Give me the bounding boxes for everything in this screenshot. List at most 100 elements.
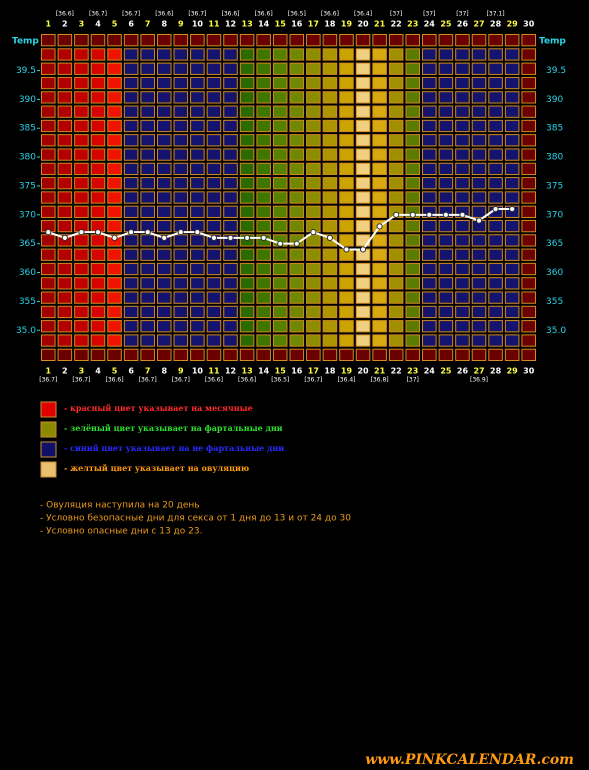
grid-cell (74, 177, 89, 190)
grid-cell (289, 62, 305, 75)
grid-cell (355, 34, 371, 47)
grid-cell (438, 148, 454, 161)
grid-cell (74, 277, 89, 290)
grid-cell (488, 119, 503, 133)
grid-cell (488, 105, 503, 118)
grid-cell (488, 234, 503, 247)
day-label-bottom: 6 (128, 367, 134, 376)
grid-cell (156, 262, 172, 276)
grid-cell (388, 48, 404, 61)
grid-cell (355, 76, 371, 90)
grid-cell (438, 191, 454, 204)
day-label-bottom: 25 (440, 367, 452, 376)
grid-cell (140, 177, 155, 190)
grid-cell (107, 76, 122, 90)
grid-cell (339, 305, 354, 319)
grid-cell (140, 320, 155, 333)
grid-cell (239, 291, 255, 304)
grid-cell (272, 105, 288, 118)
day-label-top: 4 (95, 20, 101, 29)
grid-cell (107, 334, 122, 347)
grid-cell (521, 291, 537, 304)
grid-cell (90, 234, 106, 247)
value-label: [36.7] (172, 377, 190, 384)
value-label: [36.5] (288, 11, 306, 18)
grid-cell (388, 134, 404, 147)
grid-cell (272, 348, 288, 361)
grid-cell (107, 162, 122, 176)
grid-cell (521, 119, 537, 133)
grid-cell (521, 205, 537, 218)
day-label-top: 1 (45, 20, 51, 29)
grid-cell (405, 105, 421, 118)
grid-cell (41, 191, 56, 204)
grid-cell (289, 320, 305, 333)
grid-cell (190, 277, 205, 290)
grid-cell (57, 76, 73, 90)
day-label-bottom: 5 (112, 367, 118, 376)
grid-cell (107, 262, 122, 276)
grid-cell (223, 76, 238, 90)
grid-cell (405, 234, 421, 247)
day-label-top: 24 (424, 20, 436, 29)
grid-cell (173, 48, 189, 61)
grid-cell (239, 262, 255, 276)
grid-cell (339, 234, 354, 247)
temperature-point (376, 223, 383, 230)
grid-cell (521, 305, 537, 319)
grid-cell (322, 248, 338, 261)
grid-cell (521, 76, 537, 90)
grid-cell (206, 277, 222, 290)
temperature-point (492, 205, 499, 213)
grid-cell (372, 34, 387, 47)
grid-cell (206, 320, 222, 333)
grid-cell (140, 134, 155, 147)
grid-cell (206, 305, 222, 319)
grid-cell (471, 262, 487, 276)
value-label: [37] (407, 377, 419, 384)
day-label-bottom: 24 (424, 367, 436, 376)
value-label: [36.6] (221, 11, 239, 18)
day-label-top: 10 (192, 20, 204, 29)
grid-cell (438, 262, 454, 276)
legend-swatch (40, 461, 57, 478)
grid-cell (355, 291, 371, 304)
grid-cell (156, 91, 172, 104)
grid-cell (107, 91, 122, 104)
grid-cell (107, 348, 122, 361)
grid-cell (206, 205, 222, 218)
grid-cell (306, 162, 321, 176)
temperature-point (194, 229, 201, 236)
grid-cell (173, 76, 189, 90)
grid-cell (388, 162, 404, 176)
grid-cell (455, 134, 470, 147)
grid-cell (355, 48, 371, 61)
grid-cell (123, 262, 139, 276)
temperature-point (78, 229, 85, 236)
temperature-point (177, 229, 184, 236)
temperature-point (475, 217, 483, 224)
value-label: [36.7] (89, 11, 107, 18)
grid-cell (74, 76, 89, 90)
grid-cell (57, 191, 73, 204)
grid-cell (123, 162, 139, 176)
grid-cell (322, 348, 338, 361)
grid-cell (471, 148, 487, 161)
grid-cell (190, 291, 205, 304)
grid-cell (471, 191, 487, 204)
grid-cell (388, 305, 404, 319)
grid-cell (74, 305, 89, 319)
y-tick-label-right: 370 (546, 210, 563, 220)
grid-cell (521, 219, 537, 233)
value-label: [36.7] (39, 377, 57, 384)
grid-cell (107, 177, 122, 190)
grid-cell (388, 177, 404, 190)
grid-cell (306, 334, 321, 347)
grid-cell (190, 348, 205, 361)
grid-cell (339, 34, 354, 47)
grid-cell (156, 119, 172, 133)
grid-cell (306, 348, 321, 361)
grid-cell (521, 334, 537, 347)
day-label-bottom: 23 (407, 367, 418, 376)
temperature-point (393, 211, 400, 218)
